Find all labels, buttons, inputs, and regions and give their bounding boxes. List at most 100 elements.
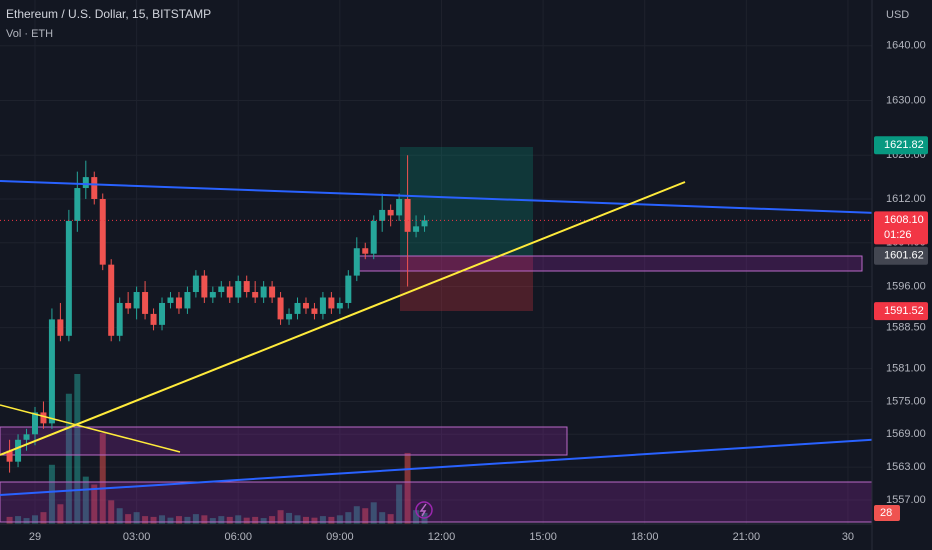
candle-body (226, 286, 233, 298)
candle-body (218, 286, 225, 293)
currency: USD (886, 9, 909, 21)
volume-tag (874, 505, 900, 521)
candle-body (336, 302, 343, 309)
volume-bar (294, 515, 301, 524)
candle-body (421, 220, 428, 227)
y-tick-label: 1575.00 (886, 395, 926, 407)
volume-bar (260, 518, 267, 524)
long-stop-zone[interactable] (400, 256, 533, 311)
candle-body (277, 297, 284, 320)
candles (0, 155, 872, 473)
volume-bar (15, 516, 22, 524)
trend-line[interactable] (0, 180, 932, 216)
volume-bar (133, 512, 140, 524)
y-tick-label: 1569.00 (886, 428, 926, 440)
candle-body (40, 412, 47, 424)
volume-bar (23, 518, 30, 524)
candle-body (379, 209, 386, 221)
candle-body (57, 319, 64, 336)
volume-bar (201, 515, 208, 524)
volume-bar (125, 514, 132, 524)
price-tag-label: 1608.10 (884, 214, 924, 226)
candle-body (65, 220, 72, 336)
volume-bar (65, 393, 72, 524)
long-target-zone[interactable] (400, 147, 533, 256)
volume-bar (159, 515, 166, 524)
x-tick-label: 06:00 (224, 531, 252, 543)
candle-body (286, 313, 293, 320)
event-icon[interactable] (415, 501, 433, 519)
candle-body (184, 292, 191, 309)
price-tag-label: 1621.82 (884, 139, 924, 151)
zone[interactable] (356, 255, 863, 272)
volume-bar (209, 518, 216, 524)
candle-body (404, 198, 411, 232)
candle-body (175, 297, 182, 309)
candle-body (413, 226, 420, 232)
candle-body (252, 292, 259, 298)
candle-body (362, 248, 369, 254)
candle-body (116, 302, 123, 336)
volume-bar (91, 484, 98, 524)
candle-body (167, 297, 174, 303)
x-tick-label: 09:00 (326, 531, 354, 543)
countdown: 01:26 (884, 229, 912, 241)
volume-bar (226, 516, 233, 524)
price-tag-label: 1591.52 (884, 305, 924, 317)
volume-bar (142, 516, 149, 524)
candle-body (294, 302, 301, 314)
candle-body (108, 264, 115, 336)
candle-body (311, 308, 318, 314)
volume-bar (243, 517, 250, 524)
candle-body (302, 302, 309, 309)
volume-bar (345, 512, 352, 524)
y-tick-label: 1563.00 (886, 461, 926, 473)
candle-body (150, 313, 157, 325)
y-tick-label: 1630.00 (886, 94, 926, 106)
volume-bar (116, 508, 123, 524)
x-tick-label: 15:00 (529, 531, 557, 543)
trend-line[interactable] (0, 404, 181, 453)
x-tick-label: 18:00 (631, 531, 659, 543)
volume-bar (302, 516, 309, 524)
volume-bar (277, 510, 284, 524)
volume-bar (379, 512, 386, 524)
y-tick-label: 1640.00 (886, 40, 926, 52)
candle-body (328, 297, 335, 309)
volume-bar (108, 500, 115, 524)
x-tick-label: 21:00 (733, 531, 761, 543)
x-tick-label: 12:00 (428, 531, 456, 543)
candle-body (133, 292, 140, 309)
event-icon-bolt (419, 503, 427, 517)
volume-bar (353, 506, 360, 524)
volume-bar (396, 484, 403, 524)
candle-body (260, 286, 267, 298)
volume-tag-label: 28 (880, 507, 892, 519)
candle-body (396, 198, 403, 216)
y-tick-label: 1612.00 (886, 193, 926, 205)
volume-bar (184, 516, 191, 524)
volume-bar (48, 464, 55, 524)
candle-body (6, 450, 13, 462)
volume-bar (175, 516, 182, 524)
candle-body (48, 319, 55, 424)
volume-bar (218, 516, 225, 524)
zone[interactable] (0, 426, 568, 456)
volume-bar (192, 514, 199, 524)
chart-title: Ethereum / U.S. Dollar, 15, BITSTAMP (6, 7, 211, 21)
volume-bar (31, 515, 38, 524)
candle-body (82, 177, 89, 189)
candle-body (269, 286, 276, 298)
candle-body (243, 281, 250, 293)
candle-body (99, 198, 106, 265)
volume-bar (413, 510, 420, 524)
trend-line[interactable] (0, 435, 932, 496)
zone[interactable] (0, 481, 876, 523)
volume-bar (404, 452, 411, 524)
trend-line[interactable] (0, 181, 686, 456)
price-tag-label: 1601.62 (884, 250, 924, 262)
candle-body (23, 434, 30, 440)
price-tag (874, 211, 928, 245)
